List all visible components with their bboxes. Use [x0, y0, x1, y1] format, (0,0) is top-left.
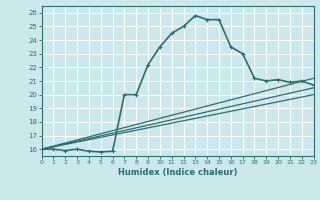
- X-axis label: Humidex (Indice chaleur): Humidex (Indice chaleur): [118, 168, 237, 177]
